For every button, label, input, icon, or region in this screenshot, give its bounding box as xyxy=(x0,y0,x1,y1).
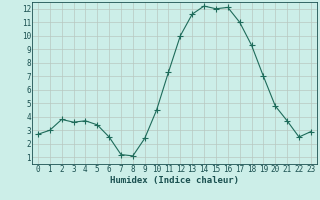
X-axis label: Humidex (Indice chaleur): Humidex (Indice chaleur) xyxy=(110,176,239,185)
